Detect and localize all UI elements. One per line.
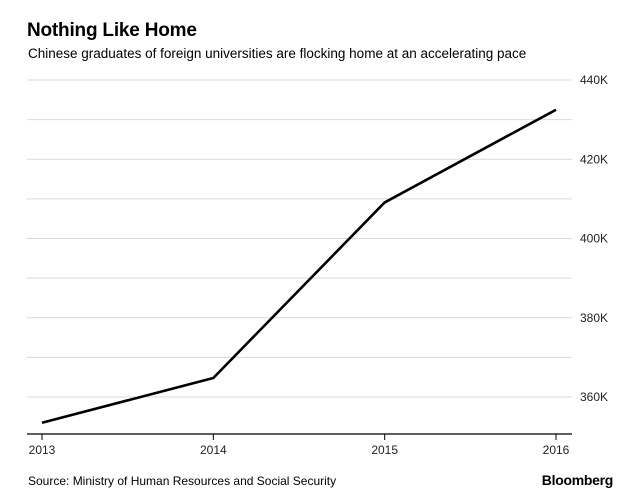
x-tick-label: 2015 [371, 443, 398, 457]
x-tick-label: 2014 [200, 443, 227, 457]
x-tick-label: 2013 [29, 443, 56, 457]
y-tick-label: 400K [580, 232, 608, 246]
bloomberg-logo: Bloomberg [541, 472, 614, 488]
series-layer [41, 108, 557, 425]
y-tick-label: 420K [580, 152, 608, 166]
source-note: Source: Ministry of Human Resources and … [28, 474, 337, 488]
y-axis-tick-labels: 360K 380K 400K 420K 440K [580, 73, 608, 404]
y-tick-label: 380K [580, 311, 608, 325]
x-tick-label: 2016 [543, 443, 570, 457]
gridlines [27, 79, 572, 398]
chart-subtitle: Chinese graduates of foreign universitie… [28, 46, 527, 61]
y-tick-label: 360K [580, 390, 608, 404]
series-line [41, 108, 557, 425]
x-axis-ticks: 2013 2014 2015 2016 [29, 434, 570, 457]
y-tick-label: 440K [580, 73, 608, 87]
chart-title: Nothing Like Home [27, 20, 197, 41]
